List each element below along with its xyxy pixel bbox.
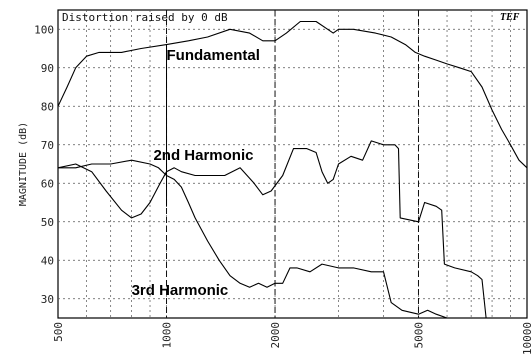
annotation-label: Fundamental xyxy=(167,47,260,64)
chart-header: Distortion raised by 0 dB xyxy=(62,11,228,24)
x-tick-label: 2000 xyxy=(269,322,282,349)
y-tick-label: 60 xyxy=(41,177,54,190)
y-tick-label: 90 xyxy=(41,62,54,75)
x-tick-label: 10000 xyxy=(521,322,531,355)
x-tick-label: 1000 xyxy=(161,322,174,349)
series-group xyxy=(57,20,528,319)
y-tick-label: 100 xyxy=(34,23,54,36)
y-tick-label: 70 xyxy=(41,139,54,152)
annotations: Fundamental 2nd Harmonic 3rd Harmonic xyxy=(132,47,260,299)
y-tick-label: 80 xyxy=(41,100,54,113)
annotation-label: 2nd Harmonic xyxy=(153,147,253,164)
tick-labels: 30 40 50 60 70 80 90 100 500 1000 2000 5000 10000 xyxy=(34,23,531,355)
brand-logo: TEF xyxy=(500,12,520,23)
plot-frame xyxy=(57,9,528,319)
x-tick-label: 500 xyxy=(52,322,65,342)
series-line-3 xyxy=(58,159,527,319)
series-line-1 xyxy=(57,20,528,169)
y-tick-label: 40 xyxy=(41,254,54,267)
series-line-2 xyxy=(57,140,527,319)
annotation-label: 3rd Harmonic xyxy=(132,282,229,299)
y-tick-label: 50 xyxy=(41,216,54,229)
y-axis-label: MAGNITUDE (dB) xyxy=(18,122,29,206)
y-tick-label: 30 xyxy=(41,293,54,306)
x-tick-label: 5000 xyxy=(412,322,425,349)
